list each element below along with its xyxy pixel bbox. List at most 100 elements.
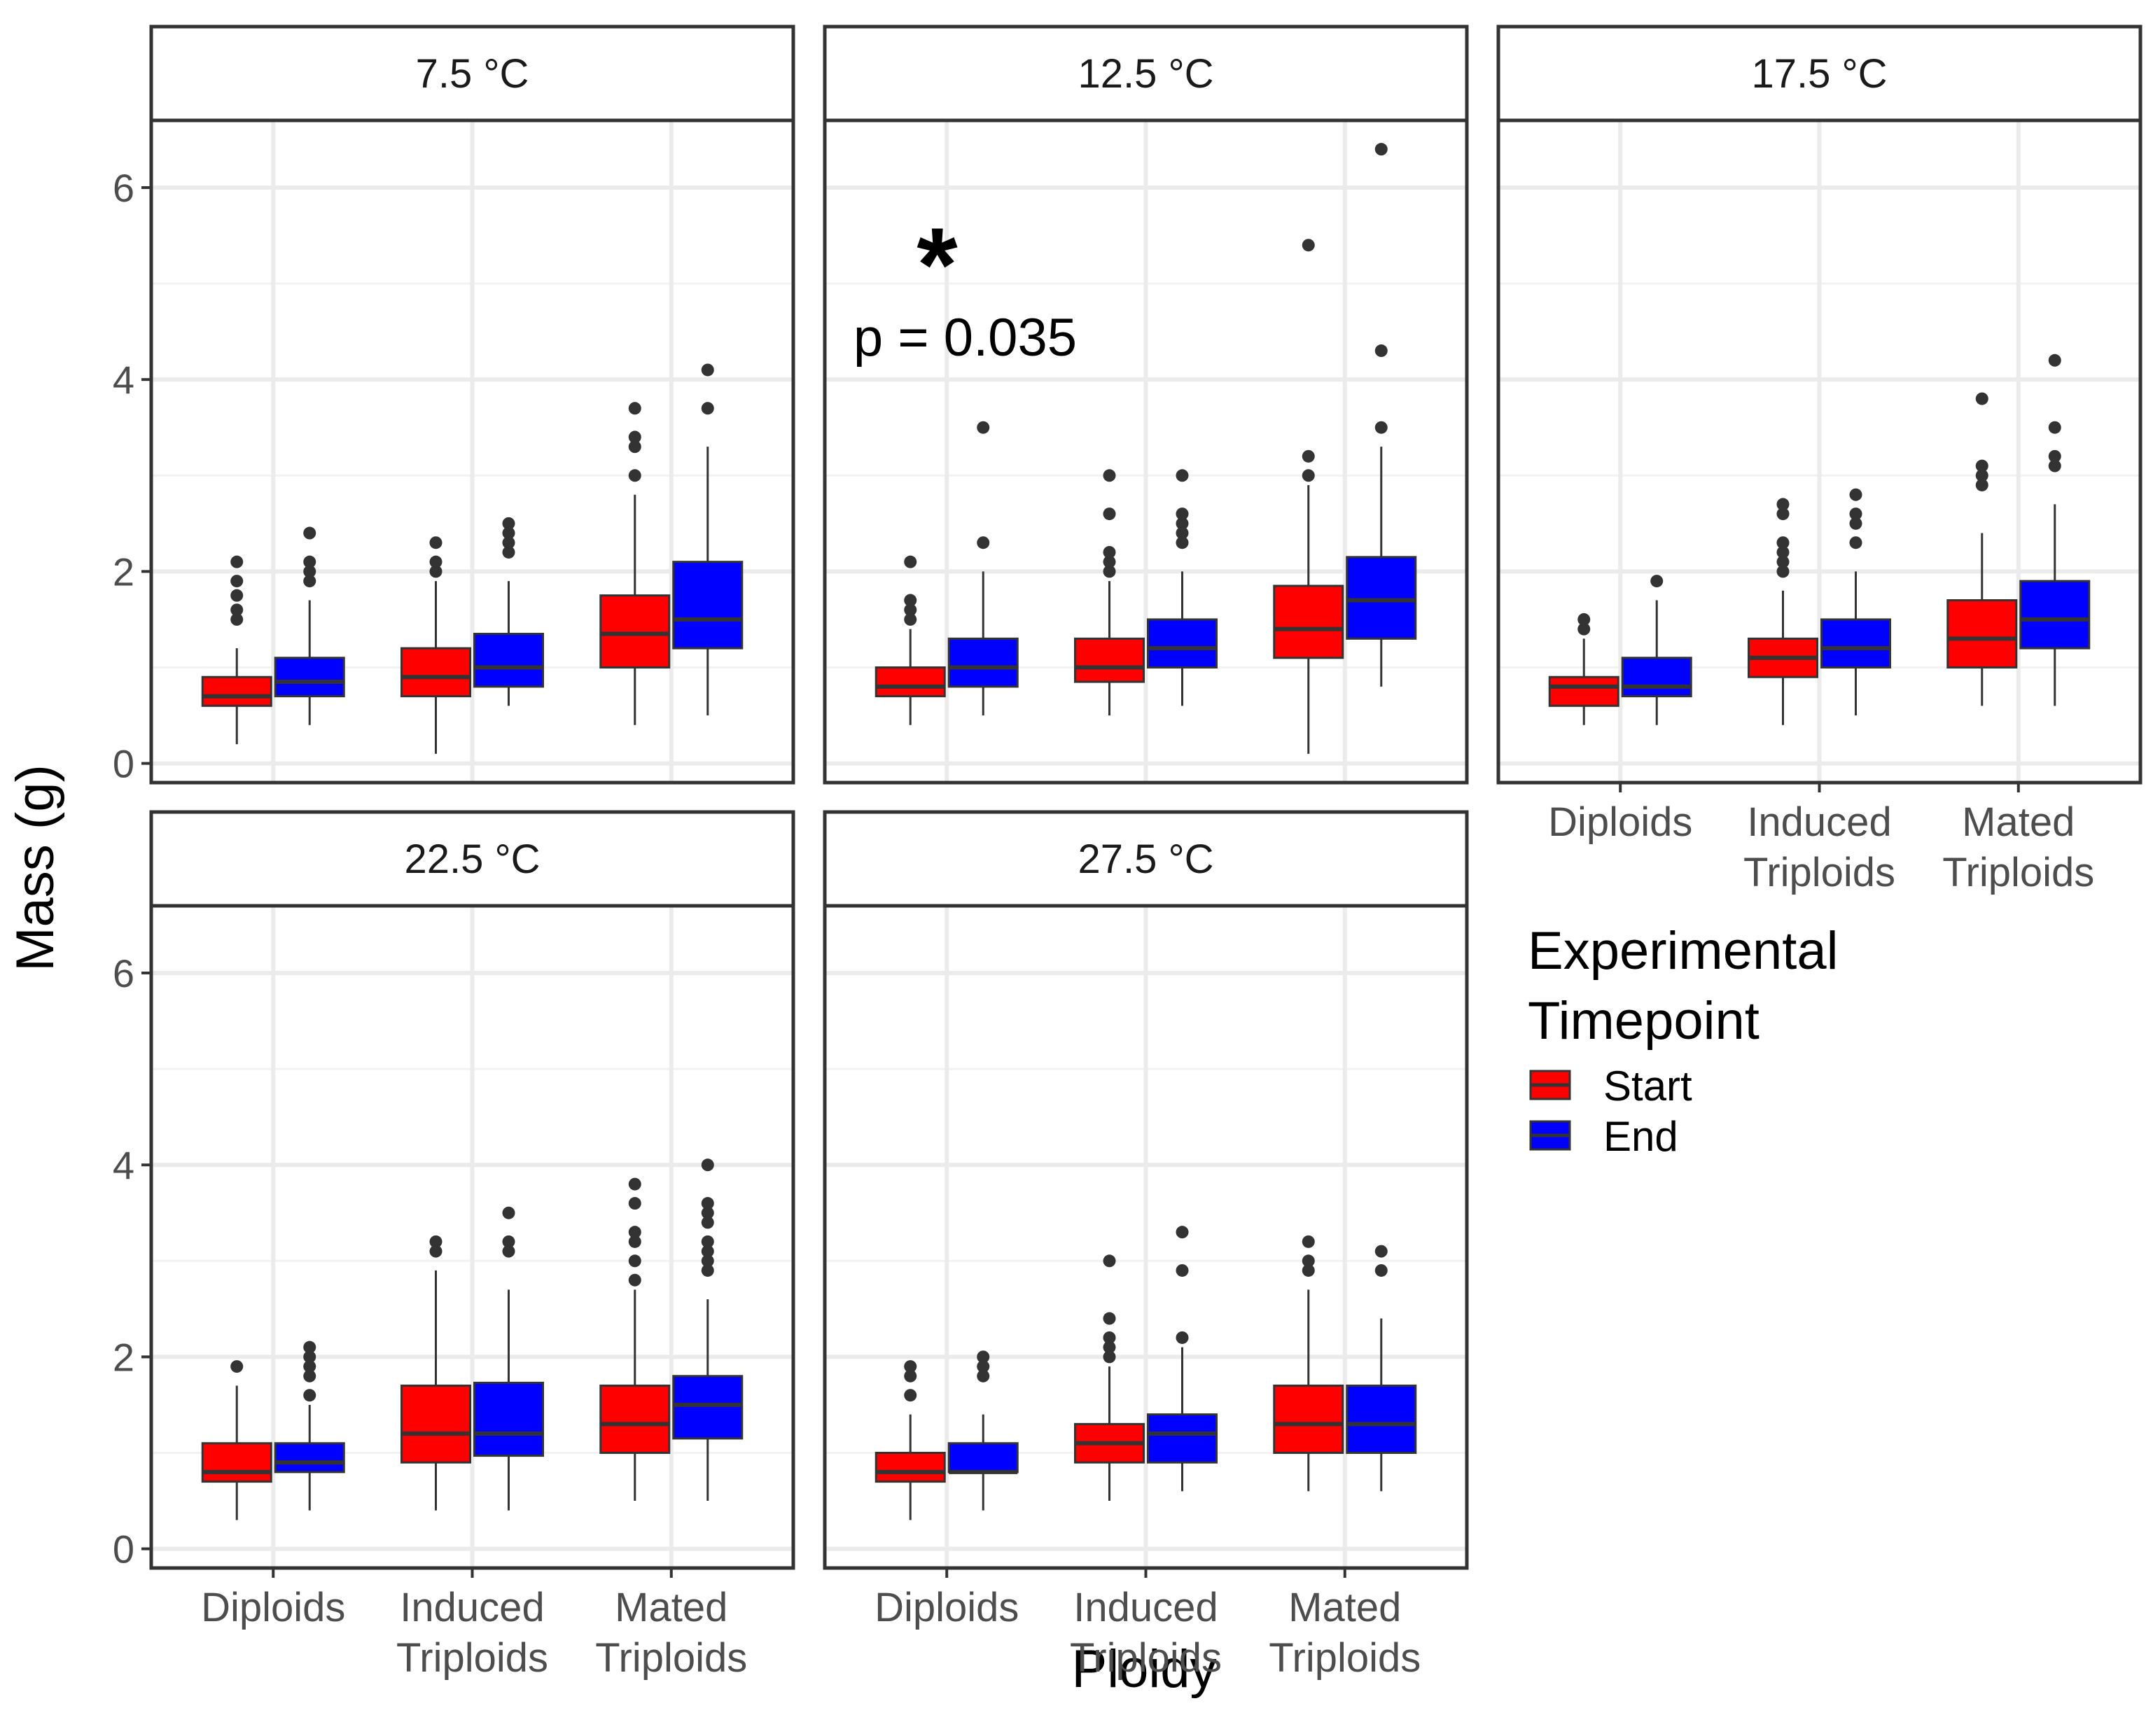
outlier-point — [1103, 555, 1116, 568]
outlier-point — [904, 612, 917, 626]
outlier-point — [628, 440, 641, 454]
y-tick-label: 2 — [113, 1335, 134, 1379]
box-end — [2019, 354, 2091, 706]
outlier-point — [1302, 469, 1315, 482]
box-iqr — [672, 561, 744, 650]
outlier-point — [230, 603, 244, 617]
x-tick-label: Triploids — [1070, 1635, 1222, 1681]
outlier-point — [230, 575, 244, 588]
legend-title: Experimental — [1528, 921, 1839, 981]
facet-strip-label: 7.5 °C — [416, 51, 529, 97]
outlier-point — [904, 594, 917, 607]
outlier-point — [1176, 1264, 1189, 1277]
box-iqr — [672, 1375, 744, 1440]
y-tick-label: 0 — [113, 742, 134, 786]
box-iqr — [875, 666, 946, 698]
box-iqr — [1273, 1385, 1344, 1454]
x-axis-title: Ploidy — [1072, 1639, 1217, 1699]
box-start — [400, 1235, 471, 1511]
outlier-point — [1374, 344, 1388, 358]
box-iqr — [1946, 599, 2018, 668]
box-iqr — [1147, 618, 1218, 668]
outlier-point — [1176, 517, 1189, 530]
outlier-point — [502, 536, 515, 550]
outlier-point — [628, 430, 641, 444]
facet-panel: 7.5 °C 0 2 4 6 — [113, 24, 795, 786]
box-end — [1147, 469, 1218, 706]
outlier-point — [977, 536, 990, 550]
outlier-point — [977, 421, 990, 434]
box-iqr — [1074, 637, 1145, 683]
box-iqr — [875, 1451, 946, 1483]
x-tick-label: Diploids — [875, 1585, 1019, 1630]
box-iqr — [947, 1442, 1019, 1474]
outlier-point — [429, 565, 443, 578]
outlier-point — [701, 1197, 714, 1210]
box-end — [947, 421, 1019, 716]
outlier-point — [429, 555, 443, 568]
box-iqr — [473, 1381, 544, 1457]
outlier-point — [1302, 449, 1315, 463]
outlier-point — [303, 1350, 316, 1364]
x-tick-label: Diploids — [1548, 799, 1692, 845]
outlier-point — [1776, 545, 1790, 559]
outlier-point — [701, 363, 714, 377]
outlier-point — [904, 1369, 917, 1382]
box-iqr — [1273, 584, 1344, 659]
outlier-point — [1776, 555, 1790, 568]
box-start — [1748, 498, 1818, 725]
outlier-point — [1176, 526, 1189, 540]
outlier-point — [230, 612, 244, 626]
outlier-point — [701, 1158, 714, 1172]
box-start — [875, 1360, 946, 1520]
box-iqr — [400, 647, 471, 698]
box-iqr — [473, 632, 544, 688]
box-iqr — [599, 594, 671, 668]
x-tick-label: Induced — [1747, 799, 1891, 845]
box-iqr — [1147, 1413, 1218, 1464]
outlier-point — [502, 1206, 515, 1219]
outlier-point — [1176, 1331, 1189, 1344]
x-tick-label: Induced — [400, 1585, 544, 1630]
outlier-point — [230, 1360, 244, 1373]
legend-title: Timepoint — [1528, 991, 1760, 1051]
box-end — [473, 517, 544, 706]
outlier-point — [1374, 1264, 1388, 1277]
outlier-point — [1975, 478, 1988, 491]
outlier-point — [628, 1254, 641, 1268]
outlier-point — [2048, 459, 2061, 472]
x-tick-label: Triploids — [396, 1635, 548, 1681]
y-tick-label: 2 — [113, 550, 134, 594]
outlier-point — [1849, 517, 1862, 530]
outlier-point — [1103, 1312, 1116, 1325]
outlier-point — [502, 1235, 515, 1248]
box-end — [1820, 488, 1891, 716]
y-tick-label: 6 — [113, 166, 134, 210]
outlier-point — [1176, 507, 1189, 521]
box-end — [1346, 143, 1417, 687]
outlier-point — [303, 1389, 316, 1402]
box-start — [1273, 239, 1344, 754]
outlier-point — [1176, 469, 1189, 482]
box-end — [274, 526, 345, 725]
outlier-point — [628, 1197, 641, 1210]
box-iqr — [274, 1442, 345, 1474]
outlier-point — [429, 1245, 443, 1258]
x-tick-label: Triploids — [1942, 850, 2094, 895]
x-tick-label: Mated — [1962, 799, 2075, 845]
outlier-point — [1577, 622, 1591, 636]
box-start — [400, 536, 471, 754]
outlier-point — [1176, 1226, 1189, 1239]
x-tick-label: Triploids — [595, 1635, 747, 1681]
outlier-point — [303, 1340, 316, 1354]
box-iqr — [2019, 580, 2091, 650]
facet-strip — [823, 24, 1469, 122]
facet-strip-label: 27.5 °C — [1078, 836, 1213, 882]
box-iqr — [1346, 556, 1417, 640]
legend-label: End — [1603, 1113, 1678, 1160]
outlier-point — [1374, 421, 1388, 434]
outlier-point — [1776, 507, 1790, 521]
facet-panel: 22.5 °C 0 2 4 6 Diploids Induced Triploids Mated… — [113, 810, 795, 1681]
y-tick-label: 0 — [113, 1527, 134, 1572]
